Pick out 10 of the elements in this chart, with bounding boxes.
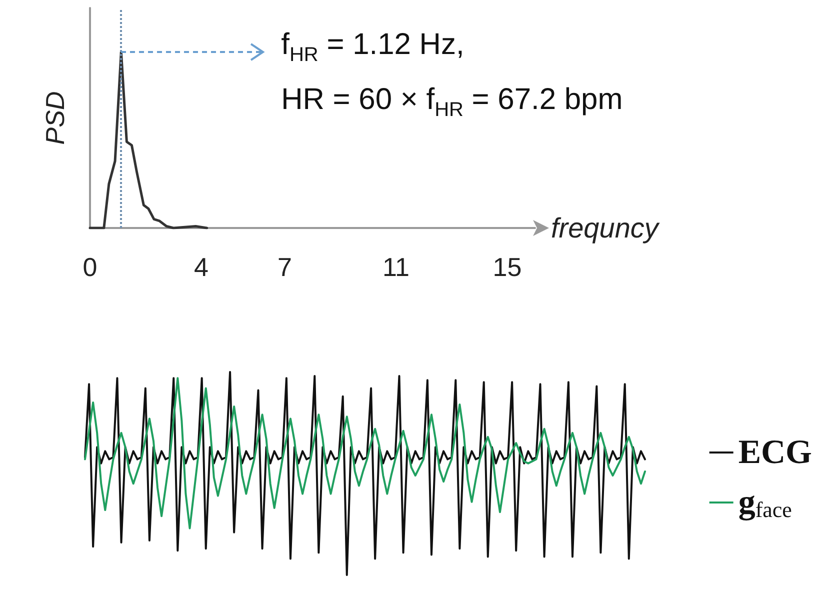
x-tick-label: 11 (382, 252, 410, 282)
x-tick-label: 15 (492, 252, 522, 282)
x-tick-label: 7 (277, 252, 292, 282)
annotation: HR = 60 × f$_{HR}$ = 67.2 bpm (281, 83, 623, 121)
y-axis-title: PSD (40, 91, 70, 145)
x-tick-label: 4 (194, 252, 208, 282)
legend-label: ECG (738, 434, 812, 471)
annotation: f$_{HR}$ = 1.12 Hz, (281, 28, 464, 66)
x-tick-label: 0 (82, 252, 98, 282)
x-axis-title: frequncy (551, 212, 660, 244)
